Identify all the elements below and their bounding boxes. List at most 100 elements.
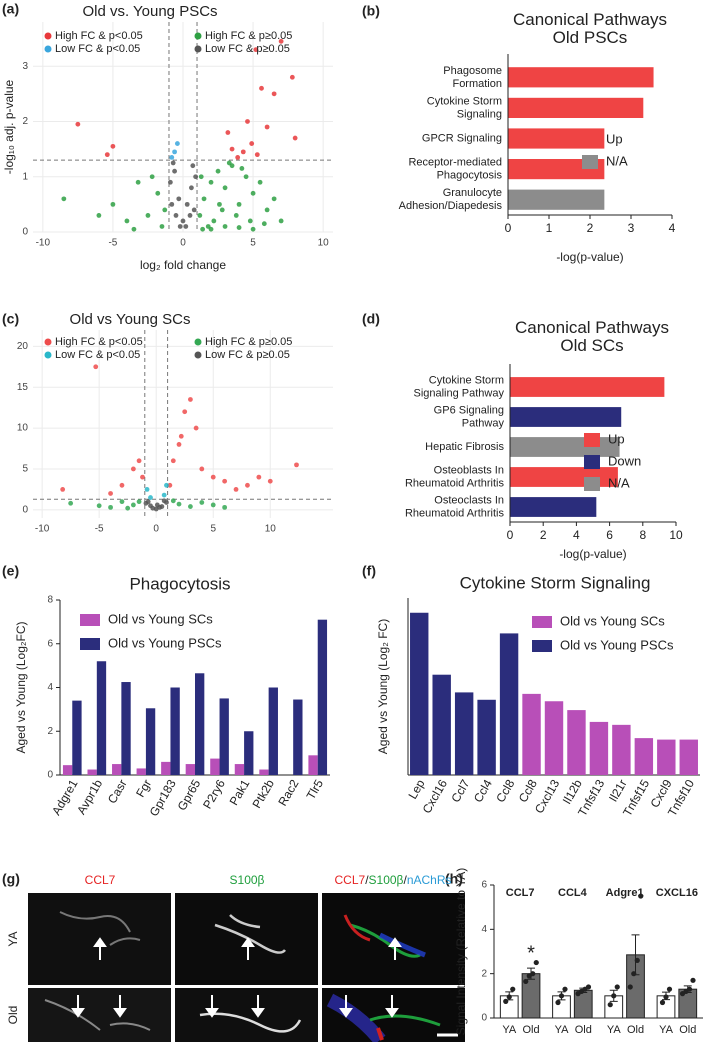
point (292, 135, 298, 141)
point (254, 152, 260, 158)
point (278, 218, 284, 224)
legend-marker (44, 338, 52, 346)
point (236, 225, 242, 230)
arrow (241, 937, 255, 960)
point (188, 504, 193, 509)
point (131, 226, 137, 232)
data-point (506, 994, 512, 1000)
bar (432, 674, 451, 775)
x-tick-label: Fgr (133, 777, 154, 800)
point (136, 499, 142, 505)
x-tick-label: 3 (628, 221, 635, 235)
point (161, 492, 167, 498)
legend-label: Down (608, 453, 641, 468)
x-tick-label: 0 (180, 238, 186, 249)
point (257, 179, 263, 185)
bar (612, 724, 631, 775)
point (173, 213, 179, 218)
cell-signal (214, 914, 287, 954)
category-label: Phagosome Formation (443, 65, 502, 90)
point (199, 500, 205, 505)
point (183, 224, 189, 229)
legend-label: Old vs Young SCs (560, 613, 665, 628)
chart-title: Old vs Young SCs (70, 311, 191, 328)
x-tick-label: P2ry6 (200, 777, 228, 811)
x-tick-label: 2 (587, 221, 594, 235)
point (159, 224, 165, 229)
legend-label: Up (606, 131, 623, 146)
point (104, 152, 110, 158)
point (161, 498, 167, 504)
point (145, 499, 151, 505)
point (278, 38, 284, 44)
cell-signal (326, 993, 386, 1042)
legend-marker (194, 45, 202, 53)
point (208, 179, 214, 185)
x-tick-label: 6 (606, 528, 613, 542)
bar (508, 159, 605, 180)
chart-title: Old vs. Young PSCs (82, 3, 217, 20)
legend-swatch (584, 455, 600, 469)
point (96, 503, 102, 509)
legend-swatch (584, 433, 600, 447)
chart-title: Canonical Pathways Old SCs (515, 318, 669, 355)
point (180, 218, 186, 224)
bar (317, 619, 328, 775)
x-tick-label: 10 (318, 238, 330, 249)
point (197, 213, 203, 218)
point (150, 505, 156, 511)
data-point (666, 986, 673, 992)
panel-label: (e) (2, 563, 19, 579)
x-tick-label: YA (607, 1024, 622, 1036)
row-label: YA (6, 931, 20, 946)
cell-signal (44, 999, 151, 1031)
point (253, 47, 259, 53)
point (61, 196, 67, 202)
point (210, 502, 216, 508)
data-point (634, 957, 640, 963)
data-point (614, 984, 620, 990)
x-tick-label: 4 (669, 221, 676, 235)
x-tick-label: Ptk2b (250, 777, 278, 811)
data-point (510, 986, 516, 992)
legend-label: High FC & p<0.05 (55, 336, 143, 348)
column-label-part: S100β (369, 873, 404, 887)
cell-signal (378, 932, 426, 958)
bar (121, 682, 131, 775)
point (75, 121, 81, 127)
bar (454, 692, 474, 775)
bar (508, 189, 605, 210)
point (243, 174, 249, 180)
category-label: Hepatic Fibrosis (425, 441, 504, 453)
point (176, 442, 182, 447)
point (259, 85, 264, 91)
bar (145, 708, 156, 775)
bar (210, 758, 220, 775)
legend-label: High FC & p≥0.05 (205, 336, 292, 348)
point (148, 495, 153, 500)
plot-background (33, 330, 333, 518)
category-label: Osteoblasts In Rheumatoid Arthritis (405, 464, 505, 489)
point (222, 185, 228, 191)
x-tick-label: 1 (546, 221, 553, 235)
x-tick-label: Old (627, 1024, 644, 1036)
category-label: Cytokine Storm Signaling (427, 95, 502, 120)
point (208, 226, 214, 232)
point (271, 196, 277, 202)
point (145, 213, 151, 218)
point (211, 218, 217, 224)
legend-swatch (582, 155, 598, 169)
category-label: Granulocyte Adhesion/Diapedesis (399, 187, 503, 212)
point (167, 482, 173, 488)
x-tick-label: 10 (265, 524, 277, 535)
x-tick-label: YA (659, 1024, 674, 1036)
data-point (503, 998, 509, 1004)
point (267, 478, 273, 484)
point (198, 174, 204, 180)
point (250, 226, 256, 232)
point (110, 201, 116, 207)
legend-label: Low FC & p<0.05 (55, 349, 140, 361)
x-tick-label: Old (679, 1024, 696, 1036)
y-tick-label: 20 (17, 341, 29, 352)
